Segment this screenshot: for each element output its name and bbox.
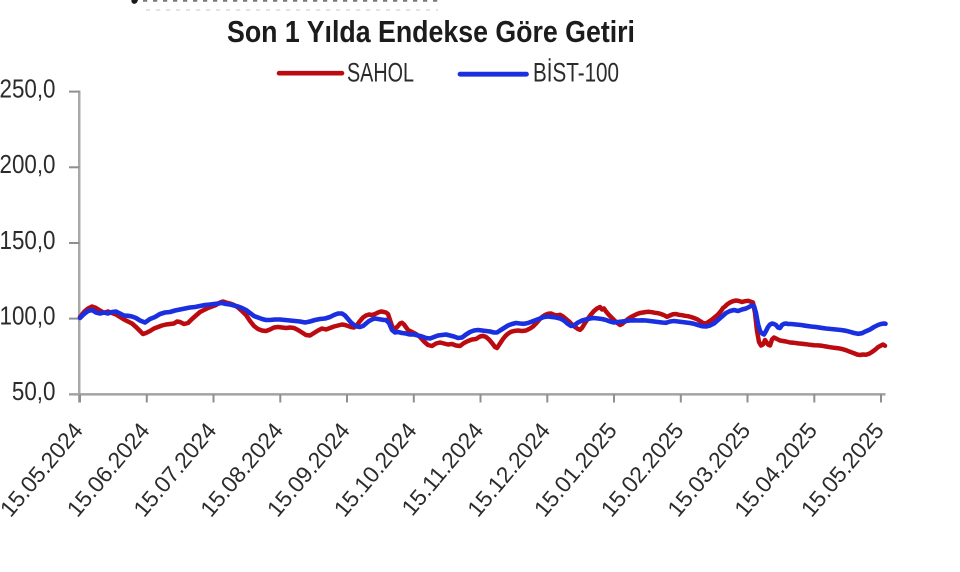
svg-text:200,0: 200,0: [0, 149, 56, 179]
svg-text:250,0: 250,0: [0, 73, 56, 103]
svg-text:150,0: 150,0: [0, 225, 56, 255]
svg-text:BİST-100: BİST-100: [533, 57, 619, 88]
svg-text:SAHOL: SAHOL: [347, 58, 414, 88]
svg-text:50,0: 50,0: [12, 376, 56, 406]
svg-text:100,0: 100,0: [0, 300, 56, 330]
svg-text:Son 1 Yılda Endekse Göre Getir: Son 1 Yılda Endekse Göre Getiri: [227, 14, 635, 49]
